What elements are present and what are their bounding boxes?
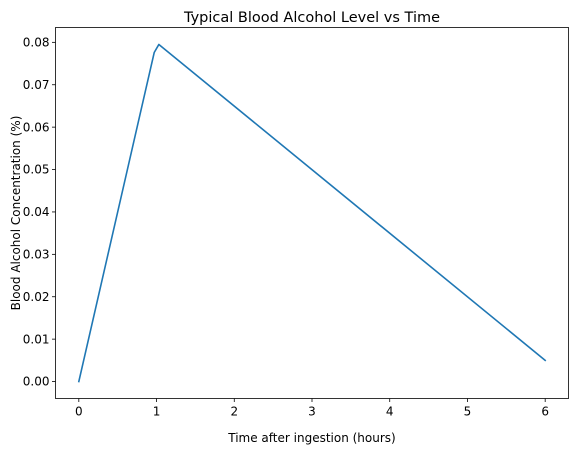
y-tick-label: 0.02 [23, 290, 50, 304]
y-tick-label: 0.01 [23, 332, 50, 346]
plot-frame [55, 27, 569, 399]
x-tick-label: 3 [308, 405, 316, 419]
y-axis-label: Blood Alcohol Concentration (%) [9, 116, 23, 311]
x-axis-label: Time after ingestion (hours) [227, 431, 395, 445]
x-tick-label: 2 [230, 405, 238, 419]
y-tick-label: 0.06 [23, 120, 50, 134]
chart-title: Typical Blood Alcohol Level vs Time [183, 10, 440, 26]
y-tick-label: 0.00 [23, 375, 50, 389]
y-tick-label: 0.08 [23, 36, 50, 50]
x-tick-label: 1 [153, 405, 161, 419]
y-tick-label: 0.03 [23, 248, 50, 262]
x-tick-label: 6 [541, 405, 549, 419]
x-tick-label: 0 [75, 405, 83, 419]
series-line [77, 43, 547, 383]
x-tick-label: 5 [464, 405, 472, 419]
plot-area: 0 1 2 3 4 5 6 0.00 0.01 0.02 0.03 0.04 0.05 0.06 0.07 0… [23, 27, 569, 419]
y-tick-label: 0.05 [23, 163, 50, 177]
x-tick-label: 4 [386, 405, 394, 419]
y-tick-label: 0.04 [23, 205, 50, 219]
y-tick-label: 0.07 [23, 78, 50, 92]
